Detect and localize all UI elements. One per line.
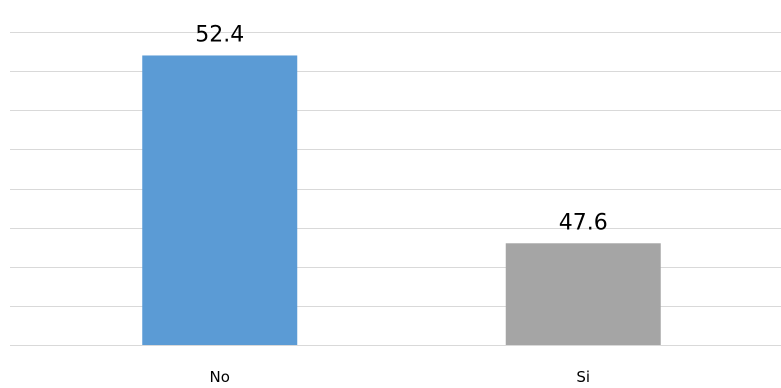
bar-no — [142, 55, 298, 345]
x-tick-label-no: No — [210, 368, 230, 386]
data-label-no: 52.4 — [195, 22, 244, 47]
data-label-si: 47.6 — [559, 210, 608, 235]
data-labels: 52.4 47.6 — [195, 22, 607, 235]
bar-si — [505, 243, 661, 345]
x-tick-labels: No Si — [210, 368, 591, 386]
gridlines — [10, 32, 781, 307]
x-tick-label-si: Si — [576, 368, 590, 386]
bars — [142, 55, 661, 345]
